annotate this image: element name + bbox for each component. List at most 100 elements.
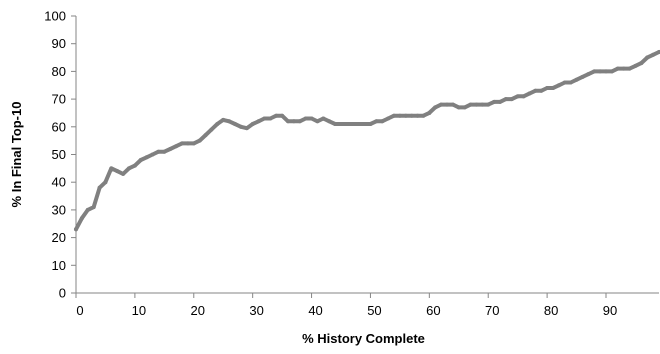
data-point: [427, 110, 432, 115]
data-point: [462, 105, 467, 110]
data-point: [521, 94, 526, 99]
data-point: [150, 152, 155, 157]
x-axis-ticks: 0 10 20 30 40 50 60 70 80 90: [75, 293, 617, 318]
x-tick-label: 0: [76, 303, 83, 318]
series-group: [74, 50, 660, 232]
data-point: [74, 227, 78, 232]
data-point: [297, 119, 302, 124]
data-point: [132, 163, 137, 168]
data-point: [498, 99, 502, 104]
x-tick-label: 20: [191, 303, 205, 318]
data-point: [604, 69, 608, 74]
x-tick-label: 70: [485, 303, 499, 318]
data-point: [562, 80, 567, 85]
x-tick-label: 40: [308, 303, 322, 318]
data-point: [97, 185, 102, 190]
data-point: [309, 116, 314, 121]
y-tick-label: 10: [52, 258, 66, 273]
data-point: [503, 97, 508, 102]
data-point: [609, 69, 614, 74]
y-tick-label: 20: [52, 230, 66, 245]
data-point: [527, 91, 532, 96]
data-point: [327, 119, 332, 124]
data-point: [274, 113, 279, 118]
data-point: [291, 119, 296, 124]
data-point: [386, 116, 391, 121]
data-point: [286, 119, 290, 124]
x-tick-label: 10: [132, 303, 146, 318]
data-point: [539, 88, 544, 93]
data-point: [392, 113, 396, 118]
data-point: [397, 113, 402, 118]
data-point: [227, 119, 232, 124]
data-point: [333, 122, 338, 127]
y-axis-ticks: 0 10 20 30 40 50 60 70 80 90 100: [44, 9, 76, 301]
data-point: [256, 119, 261, 124]
data-point: [209, 127, 214, 132]
data-point: [533, 88, 538, 93]
data-point: [244, 126, 249, 131]
y-tick-label: 40: [52, 175, 66, 190]
data-point: [144, 155, 149, 160]
series-line: [74, 50, 660, 232]
data-point: [456, 105, 461, 110]
data-point: [262, 116, 267, 121]
data-point: [509, 97, 514, 102]
data-point: [415, 113, 420, 118]
data-point: [350, 122, 355, 127]
data-point: [344, 122, 349, 127]
data-point: [103, 180, 108, 185]
data-point: [374, 119, 379, 124]
x-tick-label: 90: [603, 303, 617, 318]
data-point: [162, 149, 167, 154]
data-point: [598, 69, 603, 74]
data-point: [85, 207, 90, 212]
data-point: [156, 149, 161, 154]
data-point: [615, 66, 620, 71]
x-tick-label: 60: [426, 303, 440, 318]
data-point: [556, 83, 561, 88]
data-point: [215, 122, 220, 127]
data-point: [197, 138, 202, 143]
data-point: [657, 50, 660, 55]
y-tick-label: 60: [52, 119, 66, 134]
data-point: [568, 80, 573, 85]
data-point: [421, 113, 426, 118]
y-tick-label: 80: [52, 64, 66, 79]
data-point: [515, 94, 520, 99]
y-tick-label: 30: [52, 202, 66, 217]
y-tick-label: 70: [52, 92, 66, 107]
data-point: [580, 74, 585, 79]
data-point: [91, 205, 96, 210]
data-point: [621, 66, 626, 71]
data-point: [639, 61, 644, 66]
data-point: [203, 133, 208, 138]
y-axis-title: % In Final Top-10: [9, 102, 24, 208]
data-point: [191, 141, 196, 146]
data-point: [174, 144, 179, 149]
y-tick-label: 50: [52, 147, 66, 162]
data-point: [592, 69, 597, 74]
data-point: [180, 141, 184, 146]
data-point: [315, 119, 320, 124]
data-point: [185, 141, 190, 146]
data-point: [633, 63, 638, 68]
data-point: [574, 77, 579, 82]
data-point: [168, 146, 173, 151]
data-point: [250, 122, 255, 127]
data-point: [339, 122, 343, 127]
data-point: [445, 102, 449, 107]
x-tick-label: 80: [544, 303, 558, 318]
data-point: [409, 113, 414, 118]
data-point: [238, 124, 243, 129]
data-point: [303, 116, 308, 121]
data-point: [280, 113, 285, 118]
data-point: [439, 102, 444, 107]
data-point: [321, 116, 326, 121]
x-tick-label: 50: [367, 303, 381, 318]
data-point: [450, 102, 455, 107]
data-point: [492, 99, 497, 104]
data-point: [651, 52, 656, 57]
data-point: [545, 86, 550, 91]
data-point: [127, 166, 131, 171]
